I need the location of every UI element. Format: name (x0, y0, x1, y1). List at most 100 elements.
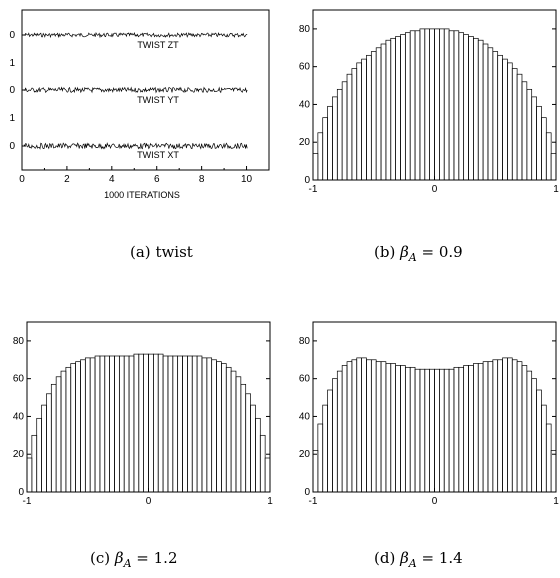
x-tick-label: 8 (199, 174, 205, 185)
twist-trace (23, 31, 248, 39)
histogram-bar (424, 368, 430, 493)
histogram-bar (317, 423, 324, 493)
x-axis-ticks: 0 2 4 6 8 10 (19, 166, 253, 185)
caption-a: (a) twist (130, 243, 193, 261)
histogram-bar (404, 32, 411, 181)
histogram-bar (312, 153, 319, 181)
histogram-bar (400, 34, 406, 181)
x-tick-label: 0 (19, 174, 25, 185)
histogram-bar (414, 368, 421, 493)
histogram-bar (191, 355, 198, 493)
histogram-bar (187, 355, 193, 493)
histogram-bar (419, 368, 426, 493)
histogram-bar (148, 353, 154, 493)
histogram-bar (55, 376, 62, 493)
panel-twist: 0 1 TWIST ZT 0 1 TWIST YT 0 TWIST XT 0 2 4 6 8 10 10… (9, 9, 270, 200)
y-tick-label: 40 (299, 411, 311, 422)
histogram-bar (201, 357, 208, 493)
histogram-bar (317, 132, 324, 181)
histogram-bar (492, 359, 499, 493)
series-label: TWIST ZT (137, 40, 179, 50)
histogram-bar (507, 357, 513, 493)
histogram-bar (366, 54, 372, 181)
histogram-bar (322, 404, 328, 493)
histogram-bar (80, 359, 86, 493)
histogram-bar (84, 357, 91, 493)
histogram-bar (346, 73, 353, 181)
histogram-bar (341, 81, 348, 181)
histogram-bars (26, 353, 271, 493)
x-tick-label: 4 (109, 174, 115, 185)
histogram-bar (225, 366, 232, 493)
histogram-bar (361, 58, 367, 181)
histogram-bar (545, 132, 552, 181)
twist-series: 0 1 TWIST ZT (9, 30, 248, 69)
histogram-bar (128, 355, 135, 493)
histogram-bar (332, 378, 338, 493)
histogram-bar (70, 363, 76, 493)
histogram-bar (250, 404, 256, 493)
histogram-bar (138, 353, 144, 493)
histogram-bar (356, 62, 362, 181)
y-tick-label: 80 (299, 336, 311, 347)
histogram-bar (463, 365, 469, 493)
y-tick-label: 20 (13, 449, 25, 460)
histogram-bar (395, 365, 401, 493)
histogram-bar (327, 105, 333, 181)
histogram-bar (157, 353, 164, 493)
y-tick-label: 1 (9, 113, 15, 124)
twist-trace (24, 86, 248, 94)
histogram-bar (409, 366, 416, 493)
histogram-bar (206, 357, 213, 493)
histogram-bars (312, 28, 557, 181)
histogram-bar (487, 361, 494, 493)
histogram-bar (473, 363, 479, 493)
histogram-bar (230, 370, 237, 493)
histogram-bar (492, 51, 499, 181)
histogram-bar (26, 457, 33, 493)
y-tick-label: 1 (9, 58, 15, 69)
y-tick-label: 60 (13, 374, 25, 385)
histogram-bar (177, 355, 183, 493)
histogram-bar (196, 355, 203, 493)
histogram-bar (434, 28, 440, 181)
histogram-bar (99, 355, 106, 493)
histogram-bar (50, 383, 57, 493)
histogram-bar (123, 355, 130, 493)
y-tick-label: 0 (9, 30, 15, 41)
histogram-bar (468, 36, 474, 181)
histogram-bar (424, 28, 430, 181)
histogram-bar (167, 355, 174, 493)
histogram-bar (521, 81, 528, 181)
y-tick-label: 0 (9, 85, 15, 96)
histogram-bar (463, 34, 469, 181)
x-tick-label: 6 (154, 174, 160, 185)
histogram-bar (143, 353, 149, 493)
histogram-bar (94, 355, 101, 493)
y-tick-label: 20 (299, 449, 311, 460)
histogram-bar (370, 359, 377, 493)
histogram-bar (541, 404, 547, 493)
x-tick-label: 2 (64, 174, 70, 185)
histogram-bar (507, 62, 513, 181)
histogram-bar (104, 355, 110, 493)
caption-c: (c) βA = 1.2 (90, 549, 178, 570)
histogram-bar (516, 361, 523, 493)
y-tick-label: 0 (9, 141, 15, 152)
histogram-bar (448, 30, 455, 181)
histogram-bar (75, 361, 81, 493)
y-tick-label: 60 (299, 62, 311, 73)
histogram-bar (370, 51, 377, 181)
histogram-bar (172, 355, 179, 493)
histogram-bar (336, 88, 343, 181)
histogram-bar (400, 365, 406, 493)
histogram-bar (468, 365, 474, 493)
y-tick-label: 40 (299, 99, 311, 110)
y-tick-label: 0 (18, 487, 24, 498)
histogram-bar (545, 423, 552, 493)
histogram-bar (216, 361, 222, 493)
caption-d: (d) βA = 1.4 (374, 549, 463, 570)
histogram-bar (482, 361, 489, 493)
histogram-bar (487, 47, 494, 181)
